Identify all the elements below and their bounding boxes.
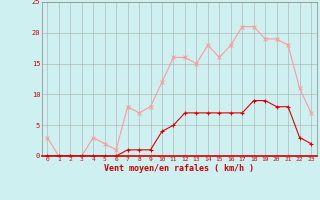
X-axis label: Vent moyen/en rafales ( km/h ): Vent moyen/en rafales ( km/h ) [104,164,254,173]
